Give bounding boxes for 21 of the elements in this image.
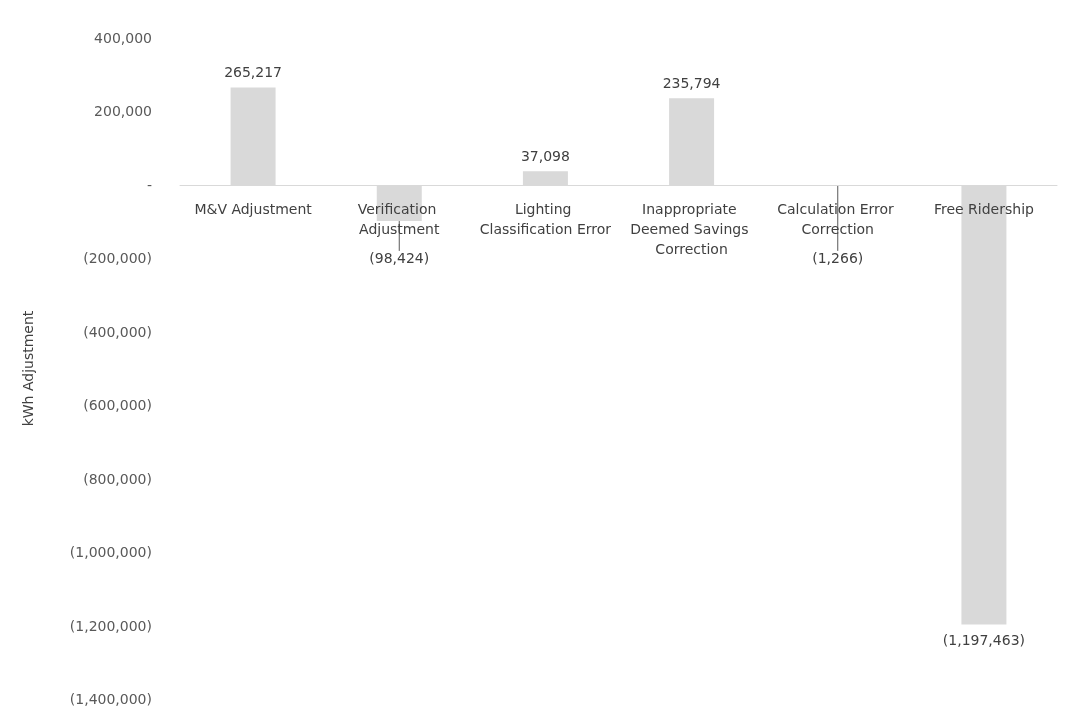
x-tick-label: Inappropriate Deemed Savings Correction [630, 200, 753, 257]
data-label: 37,098 [520, 148, 570, 165]
y-tick-label: (200,000) [83, 250, 152, 267]
x-tick-label: Free Ridership [933, 200, 1035, 217]
y-tick-label: (1,000,000) [69, 544, 152, 561]
y-tick-label: 400,000 [94, 30, 152, 46]
x-tick-label: Lighting Classification Error [479, 200, 612, 237]
data-label: (1,266) [812, 249, 864, 266]
y-tick-label: (1,200,000) [69, 617, 152, 634]
x-tick-label: M&V Adjustment [194, 200, 313, 217]
y-tick-label: (600,000) [83, 397, 152, 414]
y-tick-label: (400,000) [83, 323, 152, 340]
y-tick-label: (800,000) [83, 470, 152, 487]
y-axis-title: kWh Adjustment [20, 310, 36, 427]
data-label: (98,424) [369, 249, 430, 266]
data-label: (1,197,463) [942, 631, 1026, 648]
y-tick-label: 200,000 [94, 103, 152, 120]
data-label: 265,217 [224, 64, 283, 81]
data-label: 235,794 [662, 75, 721, 92]
y-tick-label: - [146, 176, 152, 193]
y-tick-label: (1,400,000) [69, 691, 152, 707]
